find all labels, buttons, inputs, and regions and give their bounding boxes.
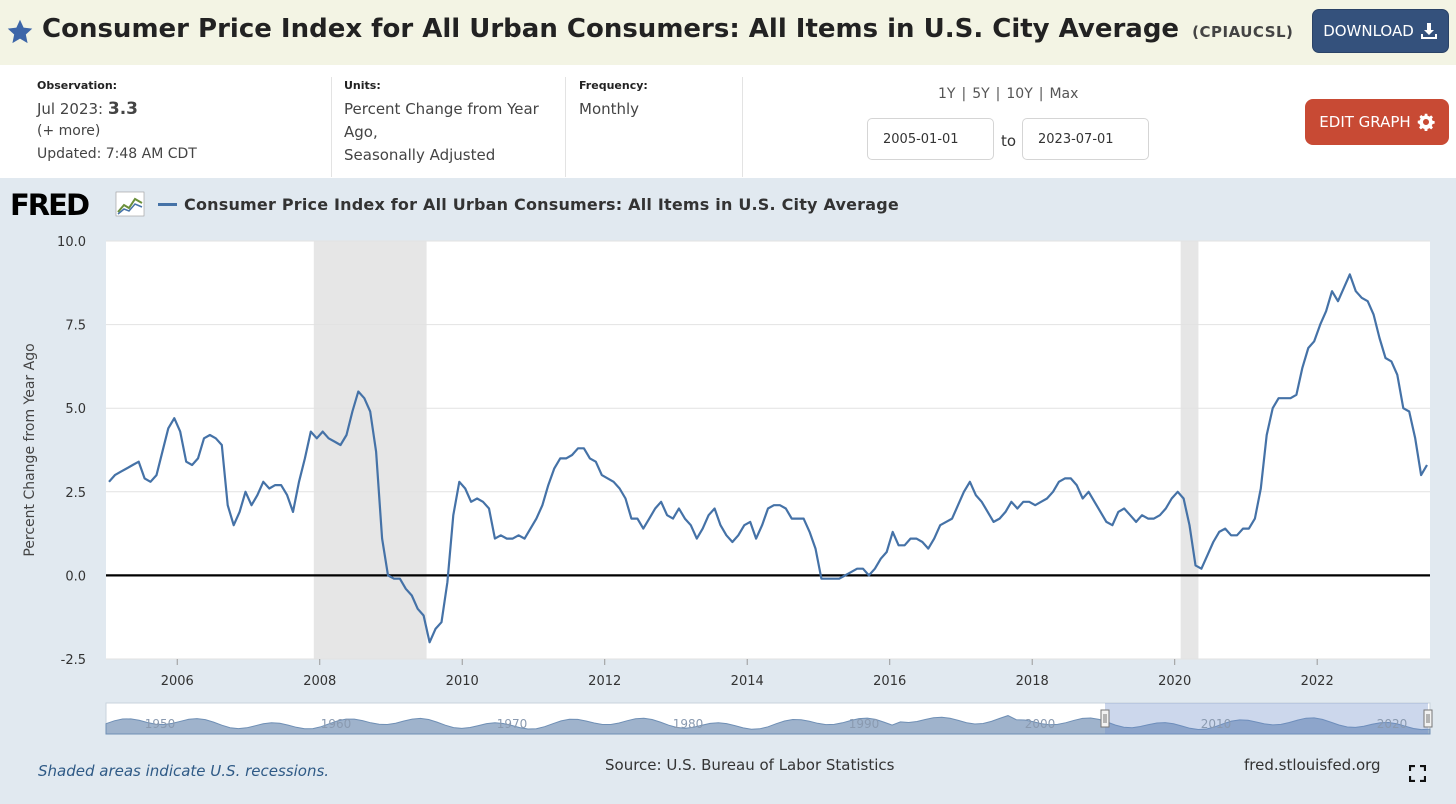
units-value: Percent Change from Year Ago, Seasonally…: [344, 98, 539, 167]
x-tick-label: 2014: [731, 674, 764, 689]
y-tick-label: 5.0: [65, 402, 86, 417]
y-axis-label: Percent Change from Year Ago: [22, 343, 38, 556]
navigator-label: 1980: [673, 717, 704, 731]
legend-label: Consumer Price Index for All Urban Consu…: [184, 195, 899, 214]
units-section: Units: Percent Change from Year Ago, Sea…: [344, 79, 539, 167]
observation-label: Observation:: [37, 79, 118, 92]
edit-graph-label: EDIT GRAPH: [1319, 113, 1411, 131]
x-tick-label: 2012: [588, 674, 621, 689]
navigator-selection: [1105, 703, 1428, 734]
x-tick-label: 2022: [1301, 674, 1334, 689]
navigator-series: [105, 715, 1431, 735]
range-max[interactable]: Max: [1049, 86, 1079, 102]
frequency-value: Monthly: [579, 100, 640, 118]
series-title: Consumer Price Index for All Urban Consu…: [42, 14, 1180, 44]
observation-value-row: Jul 2023: 3.3 (+ more) Updated: 7:48 AM …: [37, 98, 197, 167]
x-tick-label: 2008: [303, 674, 336, 689]
range-10y[interactable]: 10Y: [1006, 86, 1033, 102]
navigator-label: 1950: [145, 717, 176, 731]
recession-note: Shaded areas indicate U.S. recessions.: [38, 762, 330, 780]
info-bar: Observation: Jul 2023: 3.3 (+ more) Upda…: [0, 65, 1456, 178]
units-line-2: Ago,: [344, 123, 378, 141]
observation-date: Jul 2023:: [37, 100, 104, 118]
range-1y[interactable]: 1Y: [938, 86, 956, 102]
star-icon[interactable]: [6, 18, 34, 46]
navigator-label: 1970: [497, 717, 528, 731]
fullscreen-icon[interactable]: [1409, 765, 1426, 782]
download-label: DOWNLOAD: [1323, 22, 1414, 40]
x-tick-label: 2018: [1016, 674, 1049, 689]
x-tick-label: 2016: [873, 674, 906, 689]
divider: [565, 77, 566, 177]
source-text: Source: U.S. Bureau of Labor Statistics: [605, 756, 895, 774]
navigator-label: 1960: [321, 717, 352, 731]
series-id: (CPIAUCSL): [1192, 23, 1294, 41]
navigator-label: 2000: [1025, 717, 1056, 731]
download-button[interactable]: DOWNLOAD: [1312, 9, 1449, 53]
range-links: 1Y | 5Y | 10Y | Max: [938, 86, 1078, 102]
gear-icon: [1417, 113, 1435, 131]
divider: [331, 77, 332, 177]
units-line-3: Seasonally Adjusted: [344, 146, 496, 164]
units-label: Units:: [344, 79, 381, 92]
y-tick-label: -2.5: [61, 653, 86, 668]
range-separator: |: [1038, 86, 1044, 102]
start-date-input[interactable]: [867, 118, 994, 160]
range-separator: |: [995, 86, 1001, 102]
legend-line: [158, 203, 177, 206]
series-line: [108, 273, 1428, 644]
navigator-label: 2020: [1377, 717, 1408, 731]
range-separator: |: [961, 86, 967, 102]
updated-text: Updated: 7:48 AM CDT: [37, 146, 197, 162]
range-5y[interactable]: 5Y: [972, 86, 990, 102]
chart-area: 10.0 7.5 5.0 2.5 0.0 -2.5 2006 2008 2010 2012 2014…: [0, 178, 1456, 804]
navigator-label: 1990: [849, 717, 880, 731]
page-title: Consumer Price Index for All Urban Consu…: [42, 14, 1293, 44]
x-tick-label: 2010: [446, 674, 479, 689]
y-tick-label: 0.0: [65, 569, 86, 584]
units-line-1: Percent Change from Year: [344, 100, 539, 118]
frequency-label: Frequency:: [579, 79, 648, 92]
edit-graph-button[interactable]: EDIT GRAPH: [1305, 99, 1449, 145]
more-link[interactable]: (+ more): [37, 123, 101, 139]
observation-section: Observation: Jul 2023: 3.3 (+ more) Upda…: [37, 79, 197, 167]
recession-band: [1180, 241, 1199, 659]
navigator-handle[interactable]: [1100, 709, 1110, 728]
to-label: to: [1001, 132, 1017, 150]
title-bar: Consumer Price Index for All Urban Consu…: [0, 0, 1456, 65]
navigator-handle[interactable]: [1423, 709, 1433, 728]
plot-background: [106, 241, 1430, 659]
observation-value: 3.3: [107, 99, 138, 119]
chart-svg: 10.0 7.5 5.0 2.5 0.0 -2.5 2006 2008 2010 2012 2014…: [22, 235, 1433, 735]
x-tick-label: 2006: [161, 674, 194, 689]
svg-text:FRED: FRED: [10, 190, 89, 220]
navigator-label: 2010: [1201, 717, 1232, 731]
y-tick-label: 10.0: [57, 235, 86, 250]
y-tick-label: 7.5: [65, 319, 86, 334]
fred-logo: FRED: [10, 190, 145, 220]
y-tick-label: 2.5: [65, 486, 86, 501]
end-date-input[interactable]: [1022, 118, 1149, 160]
x-tick-label: 2020: [1158, 674, 1191, 689]
site-link[interactable]: fred.stlouisfed.org: [1244, 756, 1381, 774]
divider: [742, 77, 743, 177]
download-icon: [1420, 23, 1437, 39]
recession-band: [313, 241, 427, 659]
frequency-section: Frequency: Monthly: [579, 79, 648, 121]
